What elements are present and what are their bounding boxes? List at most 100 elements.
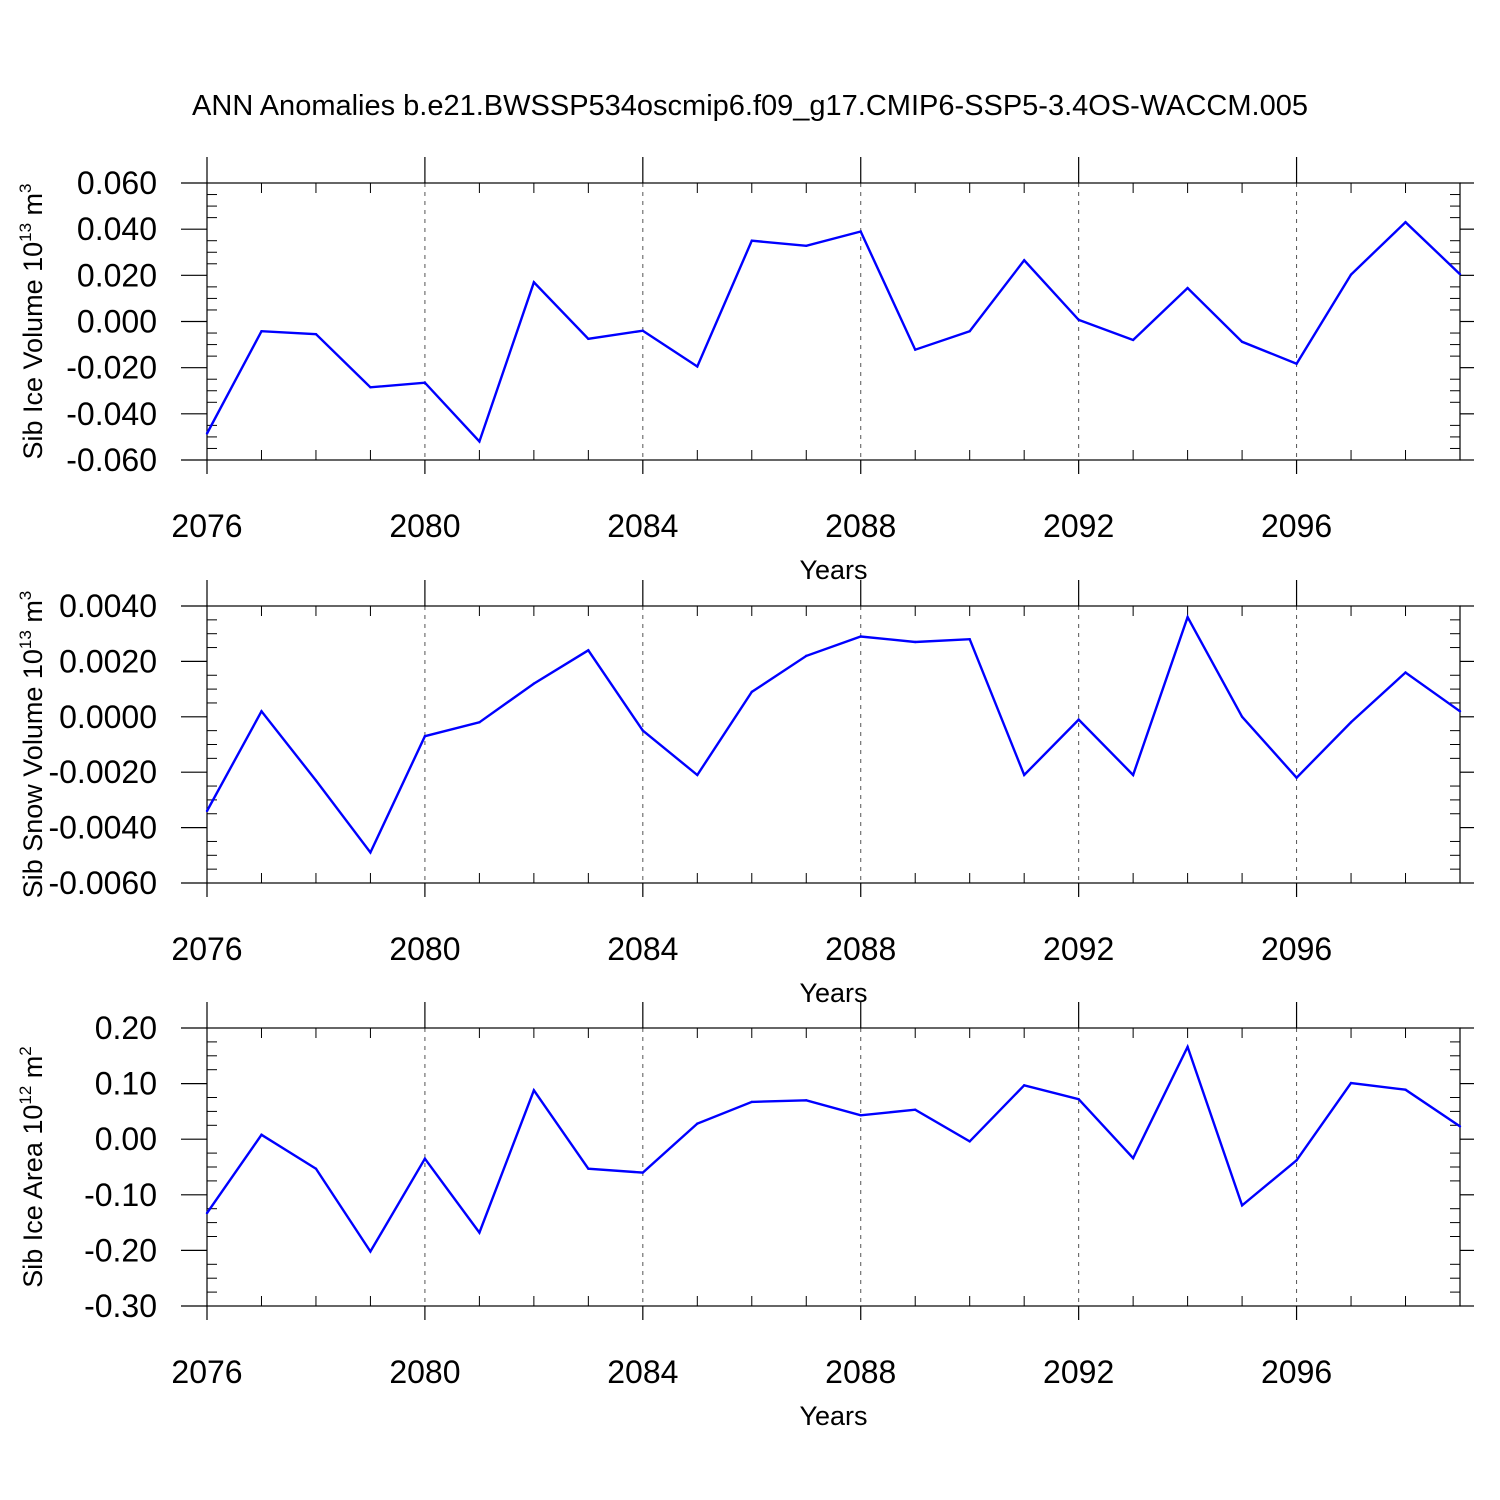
data-point — [1295, 776, 1298, 779]
data-point — [641, 729, 645, 732]
y-tick-label: -0.10 — [84, 1177, 157, 1213]
data-point — [478, 440, 481, 443]
data-point — [805, 1099, 808, 1102]
x-tick-label: 2096 — [1261, 508, 1332, 544]
data-point — [968, 329, 971, 333]
series-line-ice-volume — [205, 220, 1461, 444]
data-point — [1240, 715, 1244, 718]
series-line-ice-area — [206, 1043, 1461, 1254]
data-point — [423, 734, 427, 738]
data-point — [587, 649, 590, 652]
data-point — [914, 348, 917, 351]
data-point — [641, 1171, 645, 1174]
x-tick-label: 2084 — [607, 931, 678, 967]
data-point — [1349, 273, 1353, 276]
data-point — [1131, 773, 1135, 777]
data-point — [1295, 1159, 1298, 1162]
plot-frame — [206, 1027, 1461, 1307]
data-point — [859, 635, 862, 638]
data-point — [1186, 1045, 1189, 1049]
data-point — [859, 1114, 862, 1117]
data-point — [478, 1231, 481, 1234]
x-axis-label: Years — [799, 555, 867, 585]
data-point — [260, 329, 263, 333]
plot-frame — [206, 605, 1461, 884]
y-tick-label: -0.0020 — [48, 754, 157, 790]
data-point — [478, 721, 481, 724]
y-tick-label: -0.0060 — [48, 865, 157, 901]
data-point — [587, 1167, 590, 1170]
panel-snow-volume: -0.0060 -0.0040 -0.0020 0.0000 0.0020 0.0040 2… — [16, 580, 1474, 1008]
x-tick-label: 2076 — [171, 931, 242, 967]
x-tick-label: 2092 — [1043, 931, 1114, 967]
data-point — [369, 851, 372, 854]
data-point — [1186, 615, 1189, 619]
x-axis-label: Years — [799, 1401, 867, 1431]
data-point — [1349, 1081, 1353, 1085]
data-point — [968, 1140, 971, 1143]
data-point — [1240, 1204, 1244, 1207]
data-point — [205, 432, 209, 435]
data-point — [532, 682, 536, 685]
data-point — [369, 1250, 372, 1253]
y-tick-label: -0.020 — [66, 350, 157, 386]
data-point — [914, 640, 917, 644]
panel-ice-volume: -0.060 -0.040 -0.020 0.000 0.020 0.040 0.060 20… — [16, 157, 1474, 585]
y-tick-label: 0.0000 — [59, 699, 157, 735]
data-point — [696, 365, 699, 368]
x-tick-label: 2088 — [825, 1354, 896, 1390]
data-point — [205, 1211, 209, 1215]
x-tick-label: 2088 — [825, 508, 896, 544]
data-point — [1186, 286, 1189, 290]
data-point — [205, 809, 209, 813]
data-point — [1022, 259, 1026, 262]
data-point — [1458, 1125, 1462, 1128]
x-tick-label: 2076 — [171, 1354, 242, 1390]
y-tick-label: -0.040 — [66, 396, 157, 432]
x-tick-label: 2096 — [1261, 931, 1332, 967]
data-point — [369, 386, 372, 389]
y-tick-label: 0.040 — [77, 211, 157, 247]
x-tick-label: 2092 — [1043, 1354, 1114, 1390]
data-point — [1404, 221, 1407, 224]
y-axis-label: Sib Ice Volume 1013 m3 — [16, 183, 48, 459]
x-tick-label: 2088 — [825, 931, 896, 967]
x-tick-label: 2092 — [1043, 508, 1114, 544]
data-point — [696, 773, 699, 777]
x-axis-label: Years — [799, 978, 867, 1008]
data-point — [1458, 272, 1462, 276]
data-point — [1022, 773, 1026, 777]
x-tick-label: 2080 — [389, 508, 460, 544]
y-axis-label: Sib Snow Volume 1013 m3 — [16, 591, 48, 899]
data-point — [1240, 340, 1244, 344]
data-point — [314, 779, 318, 782]
y-tick-label: 0.060 — [77, 165, 157, 201]
data-point — [1404, 1088, 1407, 1091]
data-point — [1077, 318, 1080, 322]
data-point — [1349, 721, 1353, 724]
y-tick-label: 0.0020 — [59, 643, 157, 679]
x-tick-label: 2096 — [1261, 1354, 1332, 1390]
data-point — [696, 1122, 699, 1125]
data-point — [1131, 1156, 1135, 1160]
y-tick-label: 0.20 — [95, 1010, 157, 1046]
data-point — [1295, 362, 1298, 365]
data-point — [587, 337, 590, 341]
y-tick-label: -0.060 — [66, 442, 157, 478]
panel-ice-area: -0.30 -0.20 -0.10 0.00 0.10 0.20 2076 2080 2084 2… — [16, 1002, 1474, 1431]
data-point — [805, 654, 808, 658]
y-tick-label: 0.10 — [95, 1066, 157, 1102]
data-point — [914, 1108, 917, 1111]
data-point — [1131, 338, 1135, 342]
y-tick-label: -0.0040 — [48, 810, 157, 846]
data-point — [1458, 710, 1462, 713]
data-point — [750, 239, 753, 242]
data-point — [641, 329, 645, 332]
x-tick-label: 2076 — [171, 508, 242, 544]
data-point — [260, 710, 263, 713]
series-line-snow-volume — [205, 614, 1461, 855]
y-tick-label: 0.0040 — [59, 588, 157, 624]
data-point — [1404, 671, 1407, 674]
y-tick-label: 0.00 — [95, 1121, 157, 1157]
